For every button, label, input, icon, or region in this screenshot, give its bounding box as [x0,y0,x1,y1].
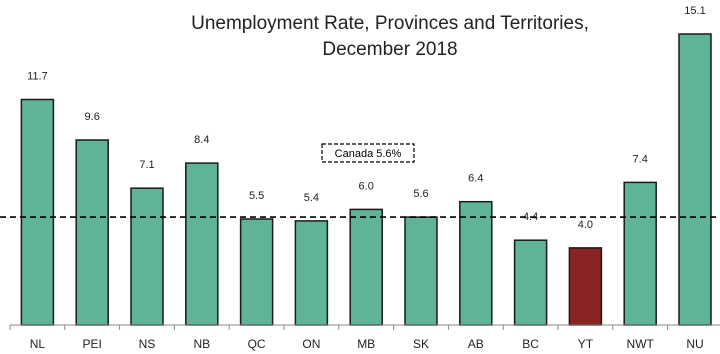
x-tick-label-bc: BC [522,337,539,351]
bar-pei [75,139,109,326]
bar-nl [20,98,55,326]
bar-value-label-nu: 15.1 [684,5,705,17]
bar-value-label-yt: 4.0 [578,219,593,231]
canada-annotation: Canada 5.6% [321,143,415,163]
canada-annotation-label: Canada 5.6% [335,148,402,160]
bar-value-label-pei: 9.6 [85,111,100,123]
x-tick-label-nb: NB [193,337,210,351]
bar-qc [239,218,274,326]
chart-title-line-1: Unemployment Rate, Provinces and Territo… [191,13,589,34]
x-tick-label-nl: NL [30,337,46,351]
x-tick-label-sk: SK [413,337,429,351]
x-tick-label-nwt: NWT [627,337,655,351]
x-tick-label-qc: QC [248,337,266,351]
x-tick-label-yt: YT [578,337,594,351]
bar-value-label-nb: 8.4 [194,134,209,146]
bar-nwt [623,181,657,326]
canada-annotation-box [321,143,415,163]
bar-value-label-nwt: 7.4 [633,153,648,165]
bar-ns [130,187,164,326]
bars-group: 11.79.67.18.45.5 5.46.05.66.44.44.07.415.… [20,5,712,326]
bar-on [294,220,329,326]
bar-nb [185,162,219,326]
bar-value-label-on: 5.4 [304,192,319,204]
x-axis-ticks: NL PEI NS NB QC ON MB SK AB BC YT NWT NU [9,325,704,351]
bar-value-label-mb: 6.0 [359,180,374,192]
x-tick-label-on: ON [302,337,320,351]
bar-mb [349,208,383,326]
x-tick-label-nu: NU [686,337,703,351]
bar-value-label-sk: 5.6 [413,188,428,200]
bar-sk [404,216,438,326]
chart-title-line-2: December 2018 [322,39,457,60]
x-tick-label-ns: NS [139,337,156,351]
bar-value-label-ns: 7.1 [139,159,154,171]
x-tick-label-ab: AB [468,337,484,351]
x-tick-label-pei: PEI [83,337,102,351]
bar-nu [678,33,712,326]
bar-ab [459,200,493,326]
bar-yt [568,247,603,326]
x-tick-label-mb: MB [357,337,375,351]
bar-value-label-nl: 11.7 [27,71,48,83]
bar-value-label-qc: 5.5 [249,190,264,202]
bar-value-label-ab: 6.4 [468,173,483,185]
bar-bc [513,239,548,326]
